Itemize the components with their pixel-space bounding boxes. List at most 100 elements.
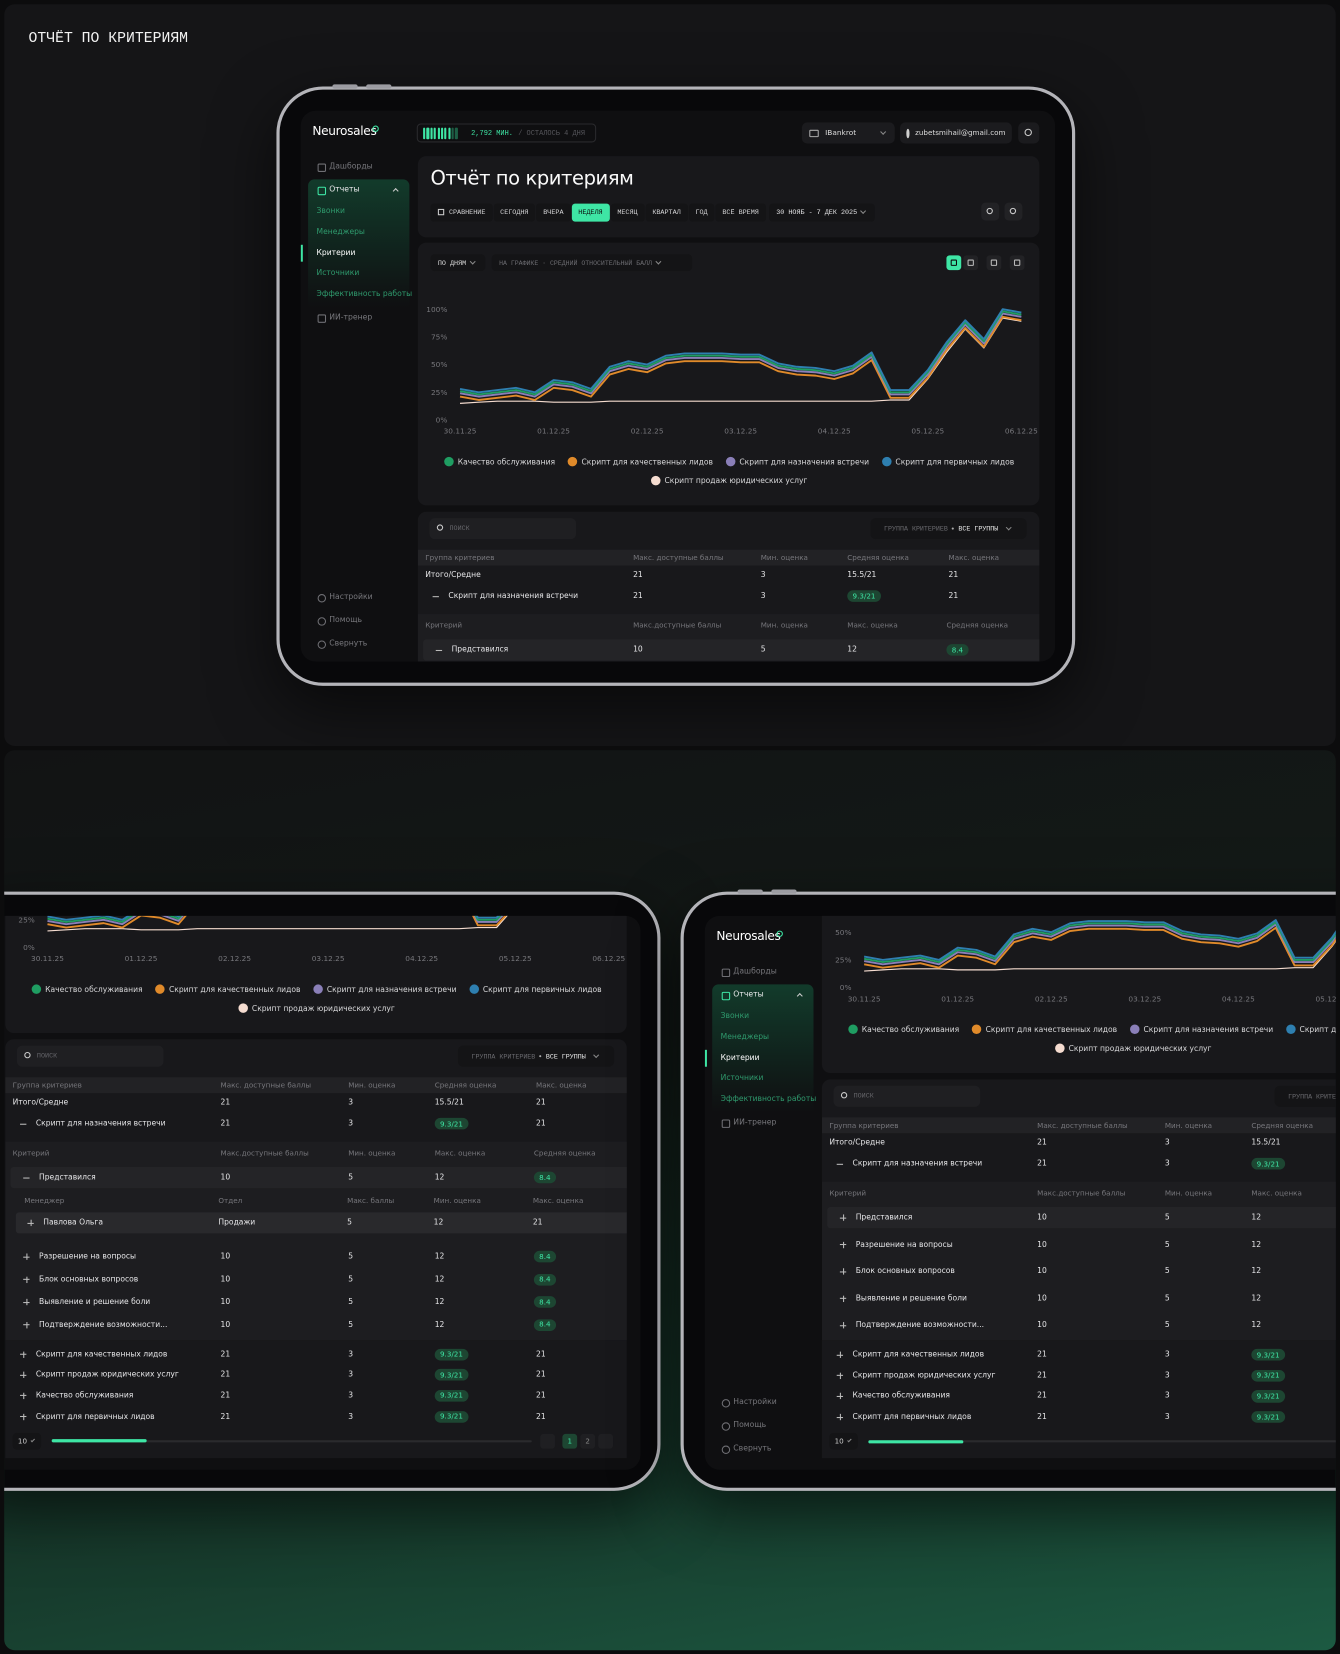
nav-item[interactable]: ИИ-тренер [733,1116,777,1127]
toggle-icon [25,1276,27,1283]
toggle-icon [842,1295,844,1302]
project-select[interactable]: IBankrot [801,122,895,144]
metric-select[interactable]: НА ГРАФИКЕ · СРЕДНИЙ ОТНОСИТЕЛЬНЫЙ БАЛЛ [491,254,693,272]
page-heading: Отчёт по критериям [430,167,634,190]
cell: 10 [1037,1238,1047,1249]
nav-item[interactable]: Дашборды [329,161,373,171]
y-tick-label: 0% [436,416,448,425]
period-filters: СРАВНЕНИЕ СЕГОДНЯ ВЧЕРА НЕДЕЛЯ МЕСЯЦ КВАРТАЛ Г… [430,203,876,222]
table-header [821,1117,1336,1134]
view-button[interactable] [946,255,962,271]
icon [986,207,993,215]
account[interactable]: zubetsmihail@gmail.com [900,122,1012,144]
filter-button[interactable]: МЕСЯЦ [610,203,645,222]
meter-bar [451,127,454,139]
filter-label: СРАВНЕНИЕ [448,208,486,216]
cell: 21 [536,1410,546,1421]
view-button[interactable] [986,255,1002,271]
search-placeholder[interactable]: ПОИСК [36,1052,58,1060]
criteria-section [821,1181,1336,1341]
nav-subitem[interactable]: Звонки [316,205,345,215]
x-tick-label: 30.11.25 [848,994,881,1003]
cell: 10 [220,1296,231,1306]
filter-button[interactable]: СРАВНЕНИЕ [430,203,493,222]
toggle-icon [22,1351,24,1358]
x-tick-label: 01.12.25 [941,994,974,1003]
y-tick-label: 25% [835,956,851,965]
column-header: Макс. доступные баллы [220,1081,312,1090]
x-tick-label: 30.11.25 [31,954,64,963]
filter-value: ВСЕ ГРУППЫ [545,1052,586,1060]
date-range[interactable]: 30 НОЯБ - 7 ДЕК 2025 [768,203,876,222]
logo: Neurosales [716,928,781,944]
globe-icon [1024,128,1032,137]
filter-button[interactable]: ВСЁ ВРЕМЯ [715,203,766,222]
nav-item[interactable]: Отчеты [329,184,360,194]
nav-item[interactable]: Дашборды [733,966,777,976]
nav-item[interactable]: Помощь [733,1419,767,1430]
cell: 21 [536,1390,546,1400]
filter-button[interactable]: СЕГОДНЯ [493,203,536,222]
cell: 3 [1164,1369,1170,1380]
nav-subitem[interactable]: Менеджеры [316,226,365,236]
nav-subitem[interactable]: Источники [316,268,360,278]
nav-item[interactable]: Помощь [329,614,363,625]
page-size-select[interactable]: 10 [829,1432,858,1450]
email: zubetsmihail@gmail.com [915,128,1006,138]
nav-item[interactable]: Настройки [329,591,373,602]
cell: 5 [347,1217,352,1227]
nav-item[interactable]: Отчеты [733,989,764,999]
nav-subitem[interactable]: Критерии [316,247,356,257]
page-button[interactable]: 2 [580,1433,596,1449]
folder-icon [809,129,819,137]
page-size-select[interactable]: 10 [12,1432,42,1450]
icon [990,259,998,266]
icon-button[interactable] [981,202,1000,221]
legend-swatch [238,1003,248,1013]
nav-subitem[interactable]: Источники [720,1073,764,1083]
nav-item[interactable]: Настройки [733,1396,777,1407]
cell: 3 [760,590,766,601]
filter-button[interactable]: КВАРТАЛ [645,203,688,222]
toggle-icon [22,1371,24,1379]
toggle-icon [432,595,439,597]
x-tick-label: 05.12.25 [911,427,944,436]
column-header: Макс. оценка [1251,1189,1302,1198]
nav-subitem[interactable]: Эффективность работы [720,1094,817,1104]
nav-item[interactable]: ИИ-тренер [329,311,373,322]
filter-button[interactable]: ВЧЕРА [536,203,571,222]
toggle-icon [842,1214,844,1221]
filter-button[interactable]: НЕДЕЛЯ [571,203,610,222]
icon-button[interactable] [1004,202,1023,221]
separator-dot [539,1055,542,1058]
legend-label: Скрипт для назначения встречи [326,984,457,994]
nav-subitem[interactable]: Менеджеры [720,1031,770,1041]
cell: Скрипт для качественных лидов [35,1348,168,1359]
meter-bar [430,127,433,139]
language-button[interactable] [1018,122,1040,144]
minutes-used: 2,792 МИН. [471,129,513,137]
cell: 5 [348,1296,354,1306]
column-header: Критерий [425,621,462,630]
nav-item[interactable]: Свернуть [329,637,368,648]
nav-subitem[interactable]: Звонки [720,1010,750,1020]
page-button[interactable]: 1 [562,1433,578,1449]
search-placeholder[interactable]: ПОИСК [449,524,470,532]
period-select[interactable]: ПО ДНЯМ [430,254,486,272]
filter-button[interactable]: ГОД [688,203,715,222]
search-placeholder[interactable]: ПОИСК [853,1092,874,1100]
nav-subitem[interactable]: Эффективность работы [316,288,413,299]
view-button[interactable] [1009,255,1025,271]
series-line [459,312,1022,398]
view-button[interactable] [963,255,979,271]
legend-label: Скрипт для первичных лидов [482,984,602,994]
toggle-icon [30,1219,32,1227]
cell: 10 [1037,1292,1047,1303]
nav-item[interactable]: Свернуть [733,1443,772,1453]
column-header: Средняя оценка [946,621,1009,630]
nav-subitem[interactable]: Критерии [720,1052,760,1062]
